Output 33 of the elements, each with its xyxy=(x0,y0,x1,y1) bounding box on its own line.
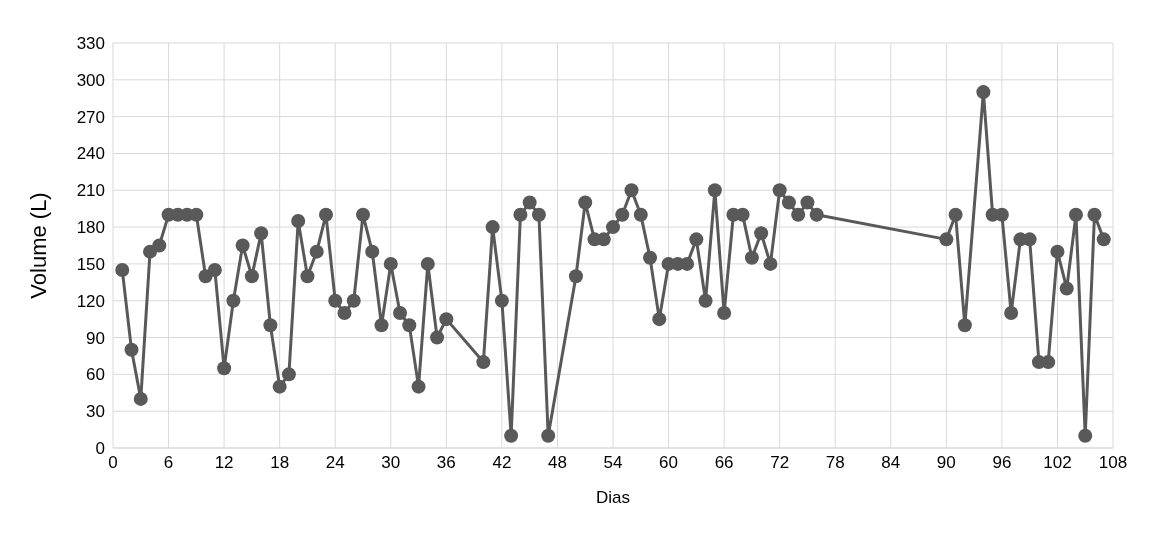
x-tick-label: 54 xyxy=(603,453,623,473)
x-tick-label: 42 xyxy=(492,453,512,473)
x-tick-label: 6 xyxy=(163,453,174,473)
x-axis-title: Dias xyxy=(595,488,631,507)
x-tick-label: 108 xyxy=(1098,453,1128,473)
x-tick-label: 78 xyxy=(825,453,845,473)
x-tick-label: 84 xyxy=(881,453,901,473)
x-tick-label: 36 xyxy=(436,453,456,473)
y-tick-label: 150 xyxy=(76,254,105,274)
x-tick-label: 12 xyxy=(214,453,234,473)
y-tick-label: 210 xyxy=(76,181,105,201)
y-tick-label: 300 xyxy=(76,70,105,90)
y-tick-label: 60 xyxy=(86,365,105,385)
x-tick-label: 60 xyxy=(659,453,679,473)
y-tick-label: 90 xyxy=(86,328,105,348)
y-tick-label: 240 xyxy=(76,144,105,164)
y-tick-label: 180 xyxy=(76,218,105,238)
y-axis-title: Volume (L) xyxy=(25,192,51,299)
y-tick-label: 120 xyxy=(76,291,105,311)
x-tick-label: 30 xyxy=(381,453,401,473)
y-tick-label: 270 xyxy=(76,107,105,127)
y-tick-label: 0 xyxy=(95,439,105,459)
y-tick-label: 330 xyxy=(76,34,105,54)
x-tick-label: 90 xyxy=(936,453,956,473)
x-tick-label: 0 xyxy=(108,453,118,473)
x-tick-label: 102 xyxy=(1043,453,1072,473)
x-tick-label: 18 xyxy=(270,453,290,473)
x-tick-label: 24 xyxy=(325,453,345,473)
x-tick-label: 66 xyxy=(714,453,734,473)
x-tick-label: 72 xyxy=(770,453,790,473)
x-tick-label: 96 xyxy=(992,453,1012,473)
y-tick-label: 30 xyxy=(86,402,105,422)
x-tick-label: 48 xyxy=(547,453,567,473)
